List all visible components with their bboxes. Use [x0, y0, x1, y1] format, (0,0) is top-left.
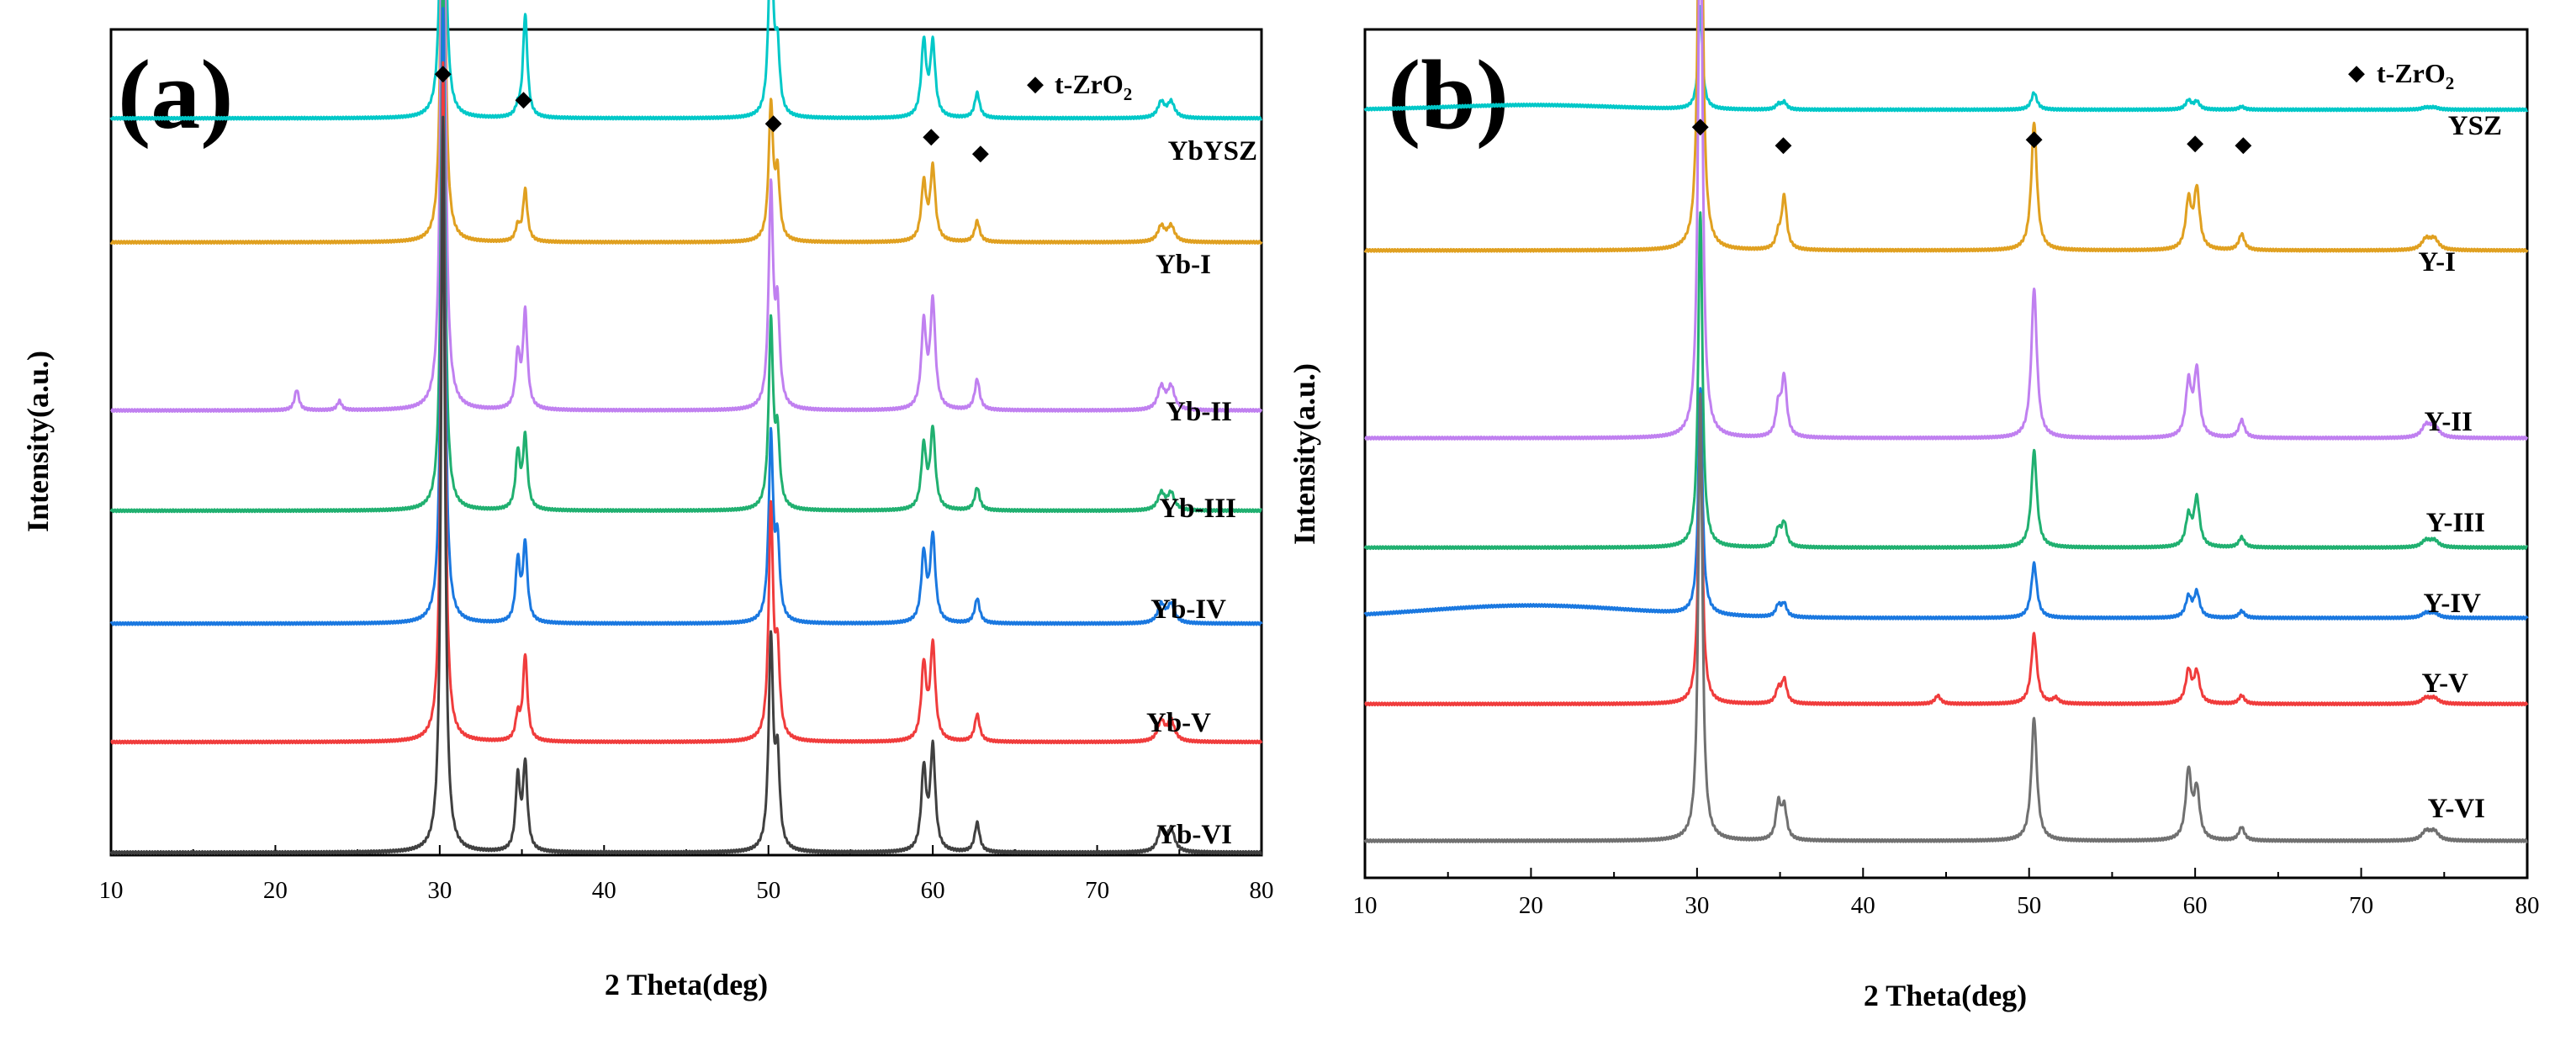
- x-tick-label: 50: [756, 877, 780, 904]
- panel-b-x-axis: 10 20 30 40 50 60 70 80: [1353, 868, 2540, 919]
- peak-marker-diamond-icon: ◆: [516, 87, 532, 112]
- x-tick-label: 60: [2183, 892, 2208, 919]
- legend-label: t-ZrO2: [1055, 69, 1132, 104]
- series-y-iv: [1363, 387, 2529, 621]
- x-tick-label: 10: [1353, 892, 1378, 919]
- series-label-y-v: Y-V: [2421, 668, 2468, 699]
- series-label-yb-vi: Yb-VI: [1156, 820, 1232, 850]
- series-ybysz: [109, 0, 1263, 121]
- peak-marker-diamond-icon: ◆: [1692, 114, 1709, 139]
- panel-b-legend: ◆ t-ZrO2: [2348, 58, 2454, 93]
- legend-subscript: 2: [2446, 73, 2455, 93]
- x-tick-label: 30: [1685, 892, 1709, 919]
- series-yb-iii: [109, 0, 1263, 514]
- panel-a-legend: ◆ t-ZrO2: [1027, 69, 1132, 104]
- x-tick-label: 70: [2349, 892, 2373, 919]
- panel-a-label: (a): [118, 40, 234, 150]
- x-tick-label: 70: [1085, 877, 1109, 904]
- series-label-y-vi: Y-VI: [2428, 794, 2485, 824]
- series-label-yb-v: Yb-V: [1146, 708, 1211, 738]
- panel-b-x-axis-title: 2 Theta(deg): [1864, 979, 2027, 1012]
- legend-subscript: 2: [1124, 84, 1133, 104]
- peak-marker-diamond-icon: ◆: [765, 110, 782, 135]
- series-label-ysz: YSZ: [2448, 111, 2502, 141]
- peak-marker-diamond-icon: ◆: [2026, 126, 2043, 151]
- series-yb-i: [109, 0, 1263, 245]
- series-label-yb-iii: Yb-III: [1159, 494, 1236, 524]
- x-tick-label: 50: [2017, 892, 2041, 919]
- series-yb-v: [110, 61, 1263, 745]
- series-label-y-i: Y-I: [2418, 247, 2456, 277]
- x-tick-label: 10: [99, 877, 124, 904]
- series-y-iii: [1363, 211, 2529, 551]
- legend-diamond-icon: ◆: [1027, 71, 1044, 97]
- x-tick-label: 20: [263, 877, 288, 904]
- series-label-yb-i: Yb-I: [1156, 250, 1211, 280]
- legend-label: t-ZrO2: [2377, 58, 2454, 93]
- peak-marker-diamond-icon: ◆: [435, 61, 452, 86]
- panel-a-peak-markers: ◆ ◆ ◆ ◆ ◆: [435, 61, 989, 166]
- panel-b-series: YSZ Y-I Y-II Y-III Y-IV Y-V Y-VI: [1363, 0, 2529, 843]
- x-tick-label: 60: [921, 877, 945, 904]
- series-label-y-iii: Y-III: [2426, 508, 2485, 538]
- legend-text: t-ZrO: [2377, 58, 2446, 88]
- legend-diamond-icon: ◆: [2348, 61, 2365, 86]
- x-tick-label: 20: [1519, 892, 1543, 919]
- x-tick-label: 80: [2515, 892, 2540, 919]
- peak-marker-diamond-icon: ◆: [1775, 132, 1792, 157]
- peak-marker-diamond-icon: ◆: [923, 124, 939, 149]
- panel-a: (a) ◆ t-ZrO2 10 20 30 40 50 60 70 80 YbYSZYb-IY…: [21, 0, 1274, 1001]
- series-y-ii: [1364, 0, 2529, 441]
- series-yb-iv: [109, 7, 1263, 626]
- peak-marker-diamond-icon: ◆: [972, 140, 989, 166]
- series-y-v: [1364, 424, 2529, 707]
- series-y-i: [1363, 0, 2529, 253]
- x-tick-label: 40: [1851, 892, 1875, 919]
- series-label-yb-iv: Yb-IV: [1150, 594, 1226, 625]
- x-tick-label: 40: [592, 877, 616, 904]
- panel-b: (b) ◆ t-ZrO2 10 20 30 40 50 60 70 80 YSZ Y-I Y-II…: [1288, 0, 2540, 1012]
- panel-b-peak-markers: ◆ ◆ ◆ ◆ ◆: [1692, 114, 2252, 157]
- panel-a-frame: [109, 28, 1263, 857]
- panel-a-y-axis-title: Intensity(a.u.): [21, 351, 55, 532]
- panel-b-frame: [1363, 28, 2529, 880]
- panel-b-y-axis-title: Intensity(a.u.): [1288, 363, 1321, 545]
- legend-text: t-ZrO: [1055, 69, 1124, 99]
- x-tick-label: 80: [1250, 877, 1274, 904]
- series-yb-ii: [110, 0, 1263, 413]
- series-label-y-iv: Y-IV: [2424, 589, 2482, 619]
- series-y-vi: [1363, 392, 2528, 843]
- series-yb-vi: [109, 115, 1262, 855]
- x-tick-label: 30: [427, 877, 452, 904]
- panel-a-x-axis-title: 2 Theta(deg): [605, 968, 768, 1001]
- panel-a-series: YbYSZ Yb-I Yb-II Yb-III Yb-IV Yb-V Yb-VI: [109, 0, 1263, 855]
- panel-b-label: (b): [1388, 40, 1509, 150]
- series-ysz: [1363, 5, 2529, 113]
- peak-marker-diamond-icon: ◆: [2235, 132, 2251, 157]
- panel-a-x-axis: 10 20 30 40 50 60 70 80: [99, 845, 1274, 904]
- series-label-ybysz: YbYSZ: [1168, 136, 1257, 166]
- series-label-yb-ii: Yb-II: [1166, 397, 1232, 427]
- series-label-y-ii: Y-II: [2425, 407, 2473, 437]
- peak-marker-diamond-icon: ◆: [2187, 130, 2203, 156]
